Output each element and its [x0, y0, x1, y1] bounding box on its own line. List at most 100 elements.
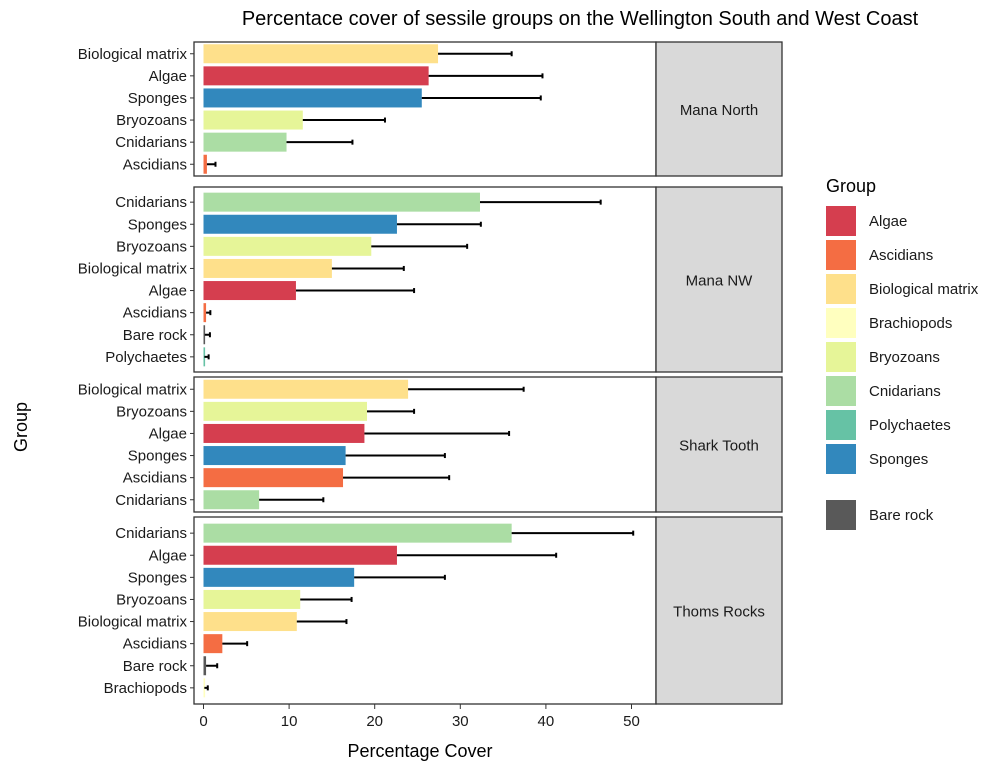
bar	[203, 88, 422, 108]
y-tick-label: Cnidarians	[115, 492, 187, 509]
y-tick-label: Brachiopods	[104, 680, 187, 697]
legend-label: Sponges	[869, 451, 928, 468]
chart-title: Percentace cover of sessile groups on th…	[242, 8, 919, 30]
y-tick-label: Polychaetes	[105, 349, 187, 366]
bar	[203, 567, 355, 587]
y-tick-label: Cnidarians	[115, 134, 187, 151]
y-tick-label: Ascidians	[123, 470, 187, 487]
panel-strip-label: Mana NW	[686, 273, 754, 290]
legend-swatch	[826, 376, 856, 406]
legend-label: Ascidians	[869, 247, 933, 264]
legend-label: Brachiopods	[869, 315, 952, 332]
bar	[203, 325, 206, 345]
y-axis-title: Group	[11, 402, 31, 452]
y-tick-label: Biological matrix	[78, 381, 188, 398]
bar	[203, 612, 297, 632]
facet-panels: Mana North Biological matrix Algae Sponges B…	[78, 41, 783, 705]
y-tick-label: Bryozoans	[116, 403, 187, 420]
bar	[203, 214, 397, 234]
y-tick-label: Algae	[149, 283, 187, 300]
bar	[203, 44, 439, 64]
x-tick-label: 0	[199, 713, 207, 730]
bar	[203, 589, 301, 609]
panel-background	[193, 376, 657, 513]
x-tick-label: 10	[281, 713, 298, 730]
y-tick-label: Bare rock	[123, 658, 188, 675]
panel-strip-label: Shark Tooth	[679, 438, 759, 455]
x-axis-title: Percentage Cover	[347, 741, 492, 761]
y-tick-label: Sponges	[128, 569, 187, 586]
panel-strip	[655, 41, 783, 177]
bar	[203, 192, 480, 212]
legend-swatch	[826, 240, 856, 270]
facet-panel: Mana NW Cnidarians Sponges Bryozoans Biologi…	[78, 186, 783, 373]
legend-swatch	[826, 410, 856, 440]
panel-strip-label: Mana North	[680, 102, 758, 119]
y-tick-label: Sponges	[128, 90, 187, 107]
bar	[203, 303, 207, 323]
legend-label: Bare rock	[869, 507, 934, 524]
bar	[203, 258, 332, 278]
y-tick-label: Bare rock	[123, 327, 188, 344]
panel-strip	[655, 516, 783, 705]
bar	[203, 401, 367, 421]
x-tick-label: 40	[538, 713, 555, 730]
y-tick-label: Ascidians	[123, 156, 187, 173]
bar	[203, 490, 260, 510]
bar	[203, 446, 346, 466]
legend-swatch	[826, 444, 856, 474]
legend-swatch	[826, 500, 856, 530]
legend-swatch	[826, 274, 856, 304]
y-tick-label: Sponges	[128, 448, 187, 465]
legend-swatch	[826, 342, 856, 372]
y-tick-label: Algae	[149, 68, 187, 85]
panel-strip-label: Thoms Rocks	[673, 604, 765, 621]
y-tick-label: Cnidarians	[115, 525, 187, 542]
bar	[203, 379, 409, 399]
legend-title: Group	[826, 176, 876, 196]
bar	[203, 66, 429, 86]
x-tick-label: 20	[366, 713, 383, 730]
x-tick-label: 50	[623, 713, 640, 730]
bar	[203, 236, 372, 256]
facet-panel: Mana North Biological matrix Algae Sponges B…	[78, 41, 783, 177]
bar	[203, 154, 207, 174]
legend-label: Biological matrix	[869, 281, 979, 298]
y-tick-label: Biological matrix	[78, 614, 188, 631]
bar	[203, 545, 397, 565]
panel-strip	[655, 186, 783, 373]
y-tick-label: Ascidians	[123, 636, 187, 653]
y-tick-label: Algae	[149, 547, 187, 564]
y-tick-label: Biological matrix	[78, 46, 188, 63]
bar	[203, 634, 223, 654]
y-tick-label: Sponges	[128, 216, 187, 233]
y-tick-label: Bryozoans	[116, 238, 187, 255]
bar	[203, 656, 207, 676]
y-tick-label: Bryozoans	[116, 591, 187, 608]
bar	[203, 523, 512, 543]
y-tick-label: Ascidians	[123, 305, 187, 322]
bar	[203, 347, 206, 367]
facet-panel: Thoms Rocks Cnidarians Algae Sponges Bryozoa…	[78, 516, 783, 705]
facet-panel: Shark Tooth Biological matrix Bryozoans Alg…	[78, 376, 783, 513]
legend-label: Cnidarians	[869, 383, 941, 400]
x-axis: 0 10 20 30 40 50	[199, 704, 640, 730]
bar	[203, 678, 206, 698]
legend: Group Algae Ascidians Biological matrix Brac…	[826, 176, 979, 530]
legend-label: Polychaetes	[869, 417, 951, 434]
panel-background	[193, 41, 657, 177]
x-tick-label: 30	[452, 713, 469, 730]
y-tick-label: Cnidarians	[115, 194, 187, 211]
bar	[203, 281, 296, 301]
y-tick-label: Algae	[149, 425, 187, 442]
y-tick-label: Biological matrix	[78, 260, 188, 277]
legend-swatch	[826, 206, 856, 236]
panel-background	[193, 516, 657, 705]
legend-label: Algae	[869, 213, 907, 230]
panel-strip	[655, 376, 783, 513]
bar	[203, 110, 303, 130]
legend-label: Bryozoans	[869, 349, 940, 366]
legend-swatch	[826, 308, 856, 338]
bar	[203, 423, 365, 443]
